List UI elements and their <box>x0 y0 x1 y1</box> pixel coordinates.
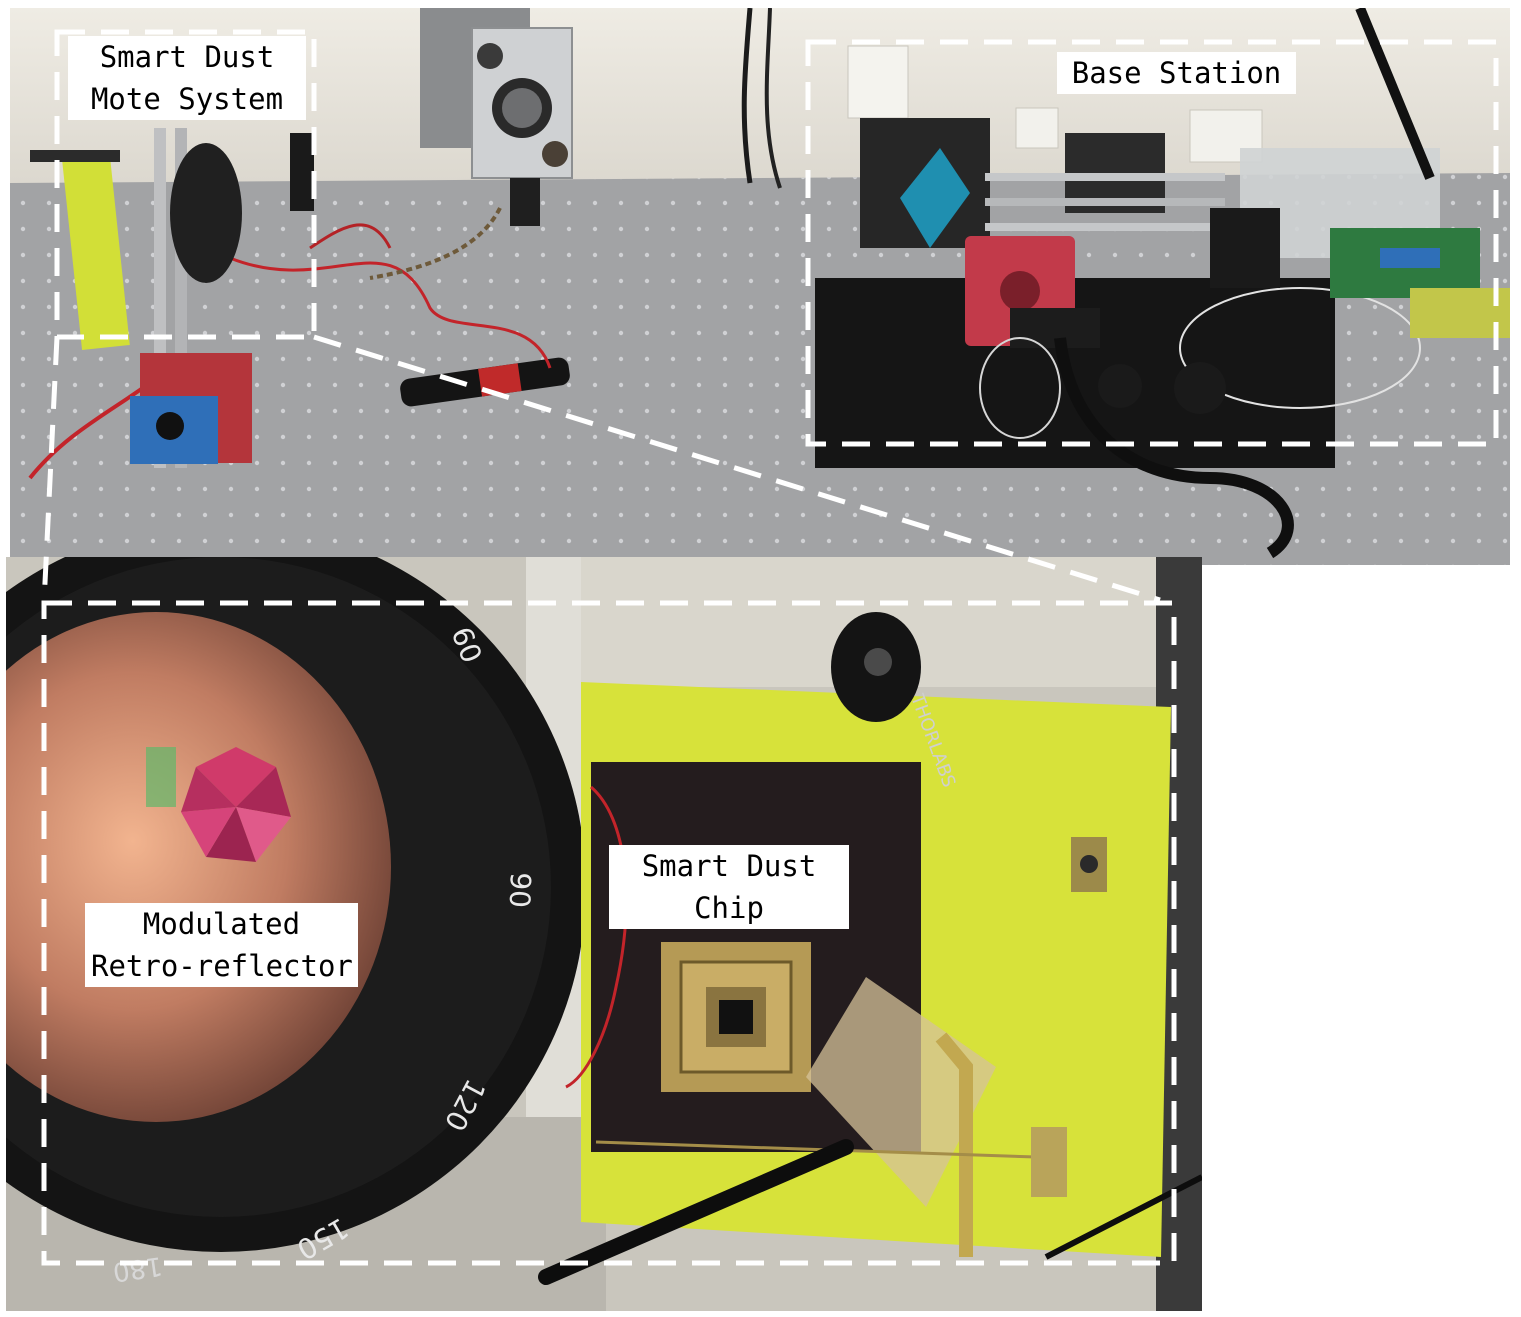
connector-right-line <box>313 334 1161 603</box>
closeup-photo: THORLABS 60 90 120 150 180 <box>6 557 1202 1311</box>
retro-reflector-label: Modulated Retro-reflector <box>85 903 358 987</box>
connector-left-line <box>41 336 60 604</box>
dial-mark-180: 180 <box>111 1250 164 1287</box>
closeup-scene: THORLABS 60 90 120 150 180 <box>6 557 1202 1311</box>
base-station-dashed-box <box>805 39 1499 447</box>
lab-setup-photo <box>10 8 1510 565</box>
base-station-label: Base Station <box>1057 52 1296 94</box>
closeup-dashed-box <box>41 600 1177 1266</box>
chip-label: Smart Dust Chip <box>609 845 849 929</box>
lab-setup-scene <box>10 8 1510 565</box>
dial-mark-90: 90 <box>503 872 537 909</box>
mote-system-label: Smart Dust Mote System <box>68 36 306 120</box>
mote-system-dashed-box <box>54 29 317 340</box>
